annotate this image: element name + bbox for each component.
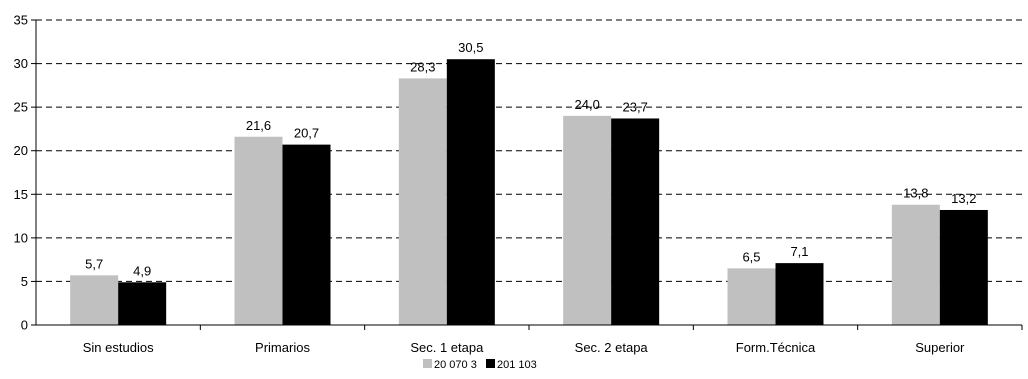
bars	[70, 59, 988, 325]
gridlines	[36, 19, 1022, 282]
legend-label: 20 070 3	[434, 359, 477, 371]
y-tick-label: 35	[14, 13, 28, 28]
data-label: 24,0	[575, 97, 600, 112]
data-label: 7,1	[790, 244, 808, 259]
legend-label: 201 103	[497, 359, 537, 371]
y-tick-labels: 0 5 10 15 20 25 30 35	[14, 13, 28, 333]
data-label: 13,2	[951, 191, 976, 206]
data-label: 13,8	[903, 186, 928, 201]
y-tick-label: 15	[14, 187, 28, 202]
data-label: 4,9	[133, 263, 151, 278]
category-label: Superior	[915, 340, 965, 355]
y-tick-label: 5	[21, 274, 28, 289]
data-label: 23,7	[623, 99, 648, 114]
data-label: 30,5	[458, 40, 483, 55]
legend: 20 070 3 201 103	[423, 359, 537, 371]
y-tick-label: 10	[14, 230, 28, 245]
data-label: 6,5	[742, 249, 760, 264]
bar-series2	[446, 59, 495, 325]
category-label: Sin estudios	[83, 340, 154, 355]
bar-series2	[611, 118, 660, 325]
bar-series2	[775, 263, 824, 325]
bar-series1	[891, 204, 940, 325]
bar-series2	[282, 144, 331, 325]
bar-series1	[563, 115, 612, 325]
data-labels: 5,7 4,9 21,6 20,7 28,3 30,5 24,0 23,7 6,5 7,1 13,8…	[85, 40, 976, 278]
y-tick-label: 30	[14, 56, 28, 71]
category-label: Primarios	[255, 340, 310, 355]
bar-series2	[939, 209, 988, 325]
y-tick-label: 0	[21, 318, 28, 333]
bar-series1	[70, 275, 119, 325]
axes	[31, 19, 1023, 330]
y-tick-label: 25	[14, 100, 28, 115]
data-label: 20,7	[294, 126, 319, 141]
category-label: Sec. 1 etapa	[410, 340, 484, 355]
bar-series1	[727, 268, 776, 325]
bar-series2	[118, 282, 167, 325]
data-label: 28,3	[410, 59, 435, 74]
category-labels: Sin estudios Primarios Sec. 1 etapa Sec. 2 …	[83, 340, 965, 355]
data-label: 21,6	[246, 118, 271, 133]
bar-series1	[398, 78, 447, 325]
legend-swatch	[486, 359, 495, 368]
legend-swatch	[423, 359, 432, 368]
bar-series1	[234, 136, 283, 325]
y-tick-label: 20	[14, 143, 28, 158]
data-label: 5,7	[85, 256, 103, 271]
category-label: Form.Técnica	[736, 340, 816, 355]
category-label: Sec. 2 etapa	[575, 340, 649, 355]
